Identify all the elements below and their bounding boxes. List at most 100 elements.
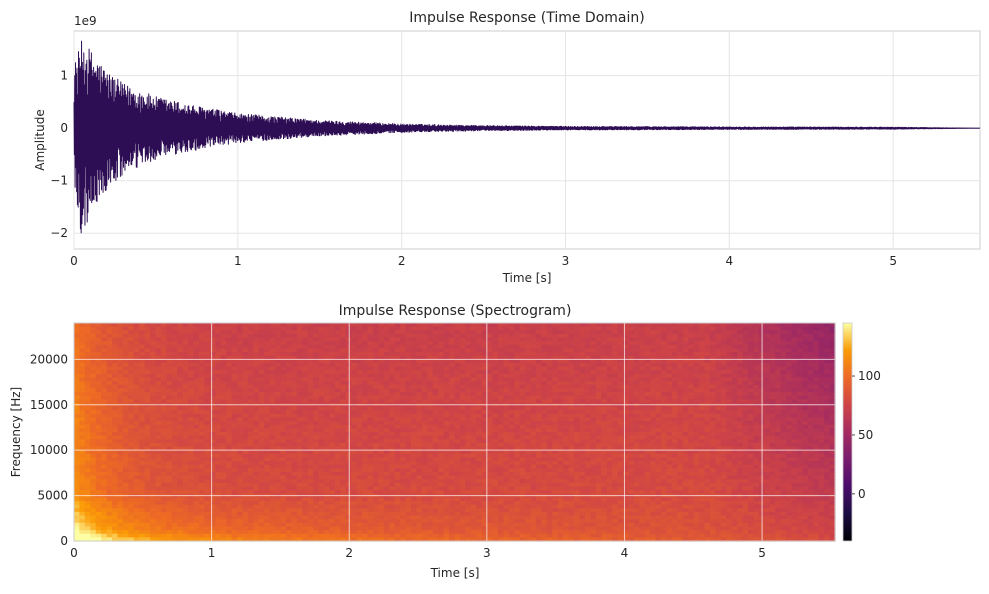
spectrogram-cell: [465, 417, 471, 421]
spectrogram-cell: [85, 385, 91, 389]
spectrogram-cell: [395, 487, 401, 491]
spectrogram-cell: [210, 476, 216, 480]
spectrogram-cell: [194, 338, 200, 342]
spectrogram-cell: [107, 443, 113, 447]
spectrogram-cell: [503, 508, 509, 512]
spectrogram-cell: [351, 497, 357, 501]
spectrogram-cell: [172, 457, 178, 461]
spectrogram-cell: [172, 334, 178, 338]
spectrogram-cell: [112, 396, 118, 400]
spectrogram-cell: [270, 363, 276, 367]
spectrogram-cell: [248, 345, 254, 349]
spectrogram-cell: [335, 410, 341, 414]
spectrogram-cell: [275, 341, 281, 345]
spectrogram-cell: [493, 454, 499, 458]
spectrogram-cell: [183, 476, 189, 480]
spectrogram-cell: [422, 414, 428, 418]
spectrogram-cell: [389, 443, 395, 447]
spectrogram-cell: [335, 476, 341, 480]
spectrogram-cell: [123, 341, 129, 345]
spectrogram-cell: [117, 479, 123, 483]
spectrogram-cell: [514, 425, 520, 429]
spectrogram-cell: [210, 378, 216, 382]
spectrogram-cell: [395, 341, 401, 345]
spectrogram-cell: [411, 516, 417, 520]
spectrogram-cell: [183, 388, 189, 392]
spectrogram-cell: [378, 483, 384, 487]
spectrogram-cell: [487, 505, 493, 509]
spectrogram-cell: [264, 345, 270, 349]
spectrogram-cell: [351, 476, 357, 480]
spectrogram-cell: [139, 367, 145, 371]
spectrogram-cell: [101, 327, 107, 331]
spectrogram-cell: [427, 417, 433, 421]
spectrogram-cell: [357, 414, 363, 418]
spectrogram-cell: [139, 439, 145, 443]
spectrogram-cell: [188, 417, 194, 421]
spectrogram-cell: [357, 472, 363, 476]
spectrogram-cell: [150, 530, 156, 534]
spectrogram-cell: [329, 483, 335, 487]
spectrogram-cell: [373, 454, 379, 458]
spectrogram-cell: [335, 487, 341, 491]
spectrogram-cell: [351, 421, 357, 425]
spectrogram-cell: [308, 450, 314, 454]
spectrogram-cell: [400, 370, 406, 374]
spectrogram-cell: [134, 487, 140, 491]
spectrogram-cell: [509, 472, 515, 476]
spectrogram-cell: [455, 479, 461, 483]
spectrogram-cell: [313, 385, 319, 389]
spectrogram-cell: [107, 468, 113, 472]
spectrogram-cell: [90, 370, 96, 374]
spectrogram-cell: [270, 457, 276, 461]
spectrogram-cell: [286, 341, 292, 345]
spectrogram-cell: [259, 363, 265, 367]
spectrogram-cell: [101, 378, 107, 382]
spectrogram-cell: [455, 523, 461, 527]
spectrogram-cell: [172, 468, 178, 472]
spectrogram-cell: [96, 334, 102, 338]
spectrogram-cell: [270, 378, 276, 382]
spectrogram-cell: [302, 334, 308, 338]
spectrogram-cell: [145, 461, 151, 465]
spectrogram-cell: [85, 421, 91, 425]
spectrogram-cell: [156, 348, 162, 352]
spectrogram-cell: [487, 490, 493, 494]
spectrogram-cell: [172, 374, 178, 378]
spectrogram-cell: [498, 348, 504, 352]
spectrogram-cell: [493, 338, 499, 342]
spectrogram-cell: [400, 338, 406, 342]
spectrogram-cell: [259, 465, 265, 469]
spectrogram-cell: [194, 399, 200, 403]
spectrogram-cell: [362, 508, 368, 512]
spectrogram-cell: [275, 330, 281, 334]
spectrogram-cell: [107, 461, 113, 465]
spectrogram-cell: [145, 352, 151, 356]
spectrogram-cell: [449, 519, 455, 523]
spectrogram-cell: [194, 414, 200, 418]
spectrogram-cell: [465, 479, 471, 483]
spectrogram-cell: [96, 367, 102, 371]
spectrogram-cell: [204, 508, 210, 512]
spectrogram-cell: [335, 490, 341, 494]
spectrogram-cell: [427, 512, 433, 516]
spectrogram-cell: [373, 345, 379, 349]
spectrogram-cell: [514, 345, 520, 349]
spectrogram-cell: [433, 428, 439, 432]
spectrogram-cell: [357, 465, 363, 469]
spectrogram-cell: [411, 417, 417, 421]
spectrogram-cell: [248, 501, 254, 505]
spectrogram-cell: [503, 421, 509, 425]
spectrogram-cell: [221, 417, 227, 421]
spectrogram-cell: [264, 396, 270, 400]
spectrogram-cell: [264, 516, 270, 520]
spectrogram-cell: [438, 516, 444, 520]
spectrogram-cell: [351, 381, 357, 385]
spectrogram-cell: [395, 363, 401, 367]
spectrogram-cell: [243, 407, 249, 411]
spectrogram-cell: [509, 392, 515, 396]
spectrogram-cell: [107, 341, 113, 345]
spectrogram-cell: [362, 501, 368, 505]
spectrogram-cell: [297, 505, 303, 509]
spectrogram-cell: [416, 425, 422, 429]
